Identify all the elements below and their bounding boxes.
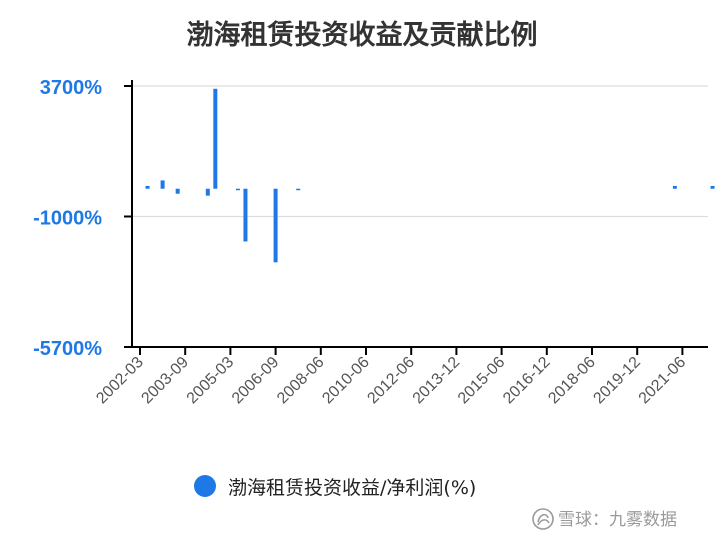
- x-tick-label-6: 2012-06: [364, 354, 418, 408]
- y-tick-label-0: 3700%: [40, 77, 102, 99]
- xueqiu-logo-icon: [532, 508, 554, 530]
- x-axis-ticks: 2002-032003-092005-032006-092008-062010-…: [93, 347, 689, 407]
- grid-lines: [132, 85, 708, 218]
- x-tick-label-10: 2018-06: [545, 354, 599, 408]
- x-tick-label-8: 2015-06: [455, 354, 509, 408]
- bar-9: [672, 185, 677, 189]
- legend-marker: [194, 475, 216, 497]
- x-tick-label-1: 2003-09: [138, 354, 192, 408]
- bar-1: [160, 180, 165, 189]
- x-tick-label-5: 2010-06: [319, 354, 373, 408]
- x-tick-label-3: 2006-09: [229, 354, 283, 408]
- bar-3: [205, 188, 210, 196]
- x-tick-label-7: 2013-12: [410, 354, 464, 408]
- bar-10: [710, 185, 715, 189]
- bar-8: [296, 188, 301, 191]
- bar-series: [145, 88, 715, 263]
- bar-2: [175, 188, 180, 194]
- y-axis-ticks: 3700% -1000% -5700%: [33, 77, 132, 360]
- y-tick-label-2: -5700%: [33, 338, 102, 360]
- x-tick-label-0: 2002-03: [93, 354, 147, 408]
- bar-7: [273, 188, 278, 263]
- x-tick-label-4: 2008-06: [274, 354, 328, 408]
- bar-4: [213, 88, 218, 189]
- watermark-text: 雪球：九雾数据: [558, 510, 677, 530]
- bar-0: [145, 185, 150, 189]
- y-tick-label-1: -1000%: [33, 208, 102, 230]
- x-tick-label-2: 2005-03: [184, 354, 238, 408]
- bar-5: [235, 188, 240, 191]
- x-tick-label-9: 2016-12: [500, 354, 554, 408]
- watermark: 雪球：九雾数据: [532, 508, 677, 530]
- legend-label: 渤海租赁投资收益/净利润(%): [228, 477, 476, 499]
- bar-6: [243, 188, 248, 242]
- x-tick-label-12: 2021-06: [636, 354, 690, 408]
- chart-title: 渤海租赁投资收益及贡献比例: [187, 20, 538, 51]
- x-tick-label-11: 2019-12: [590, 354, 644, 408]
- axes: [131, 80, 708, 348]
